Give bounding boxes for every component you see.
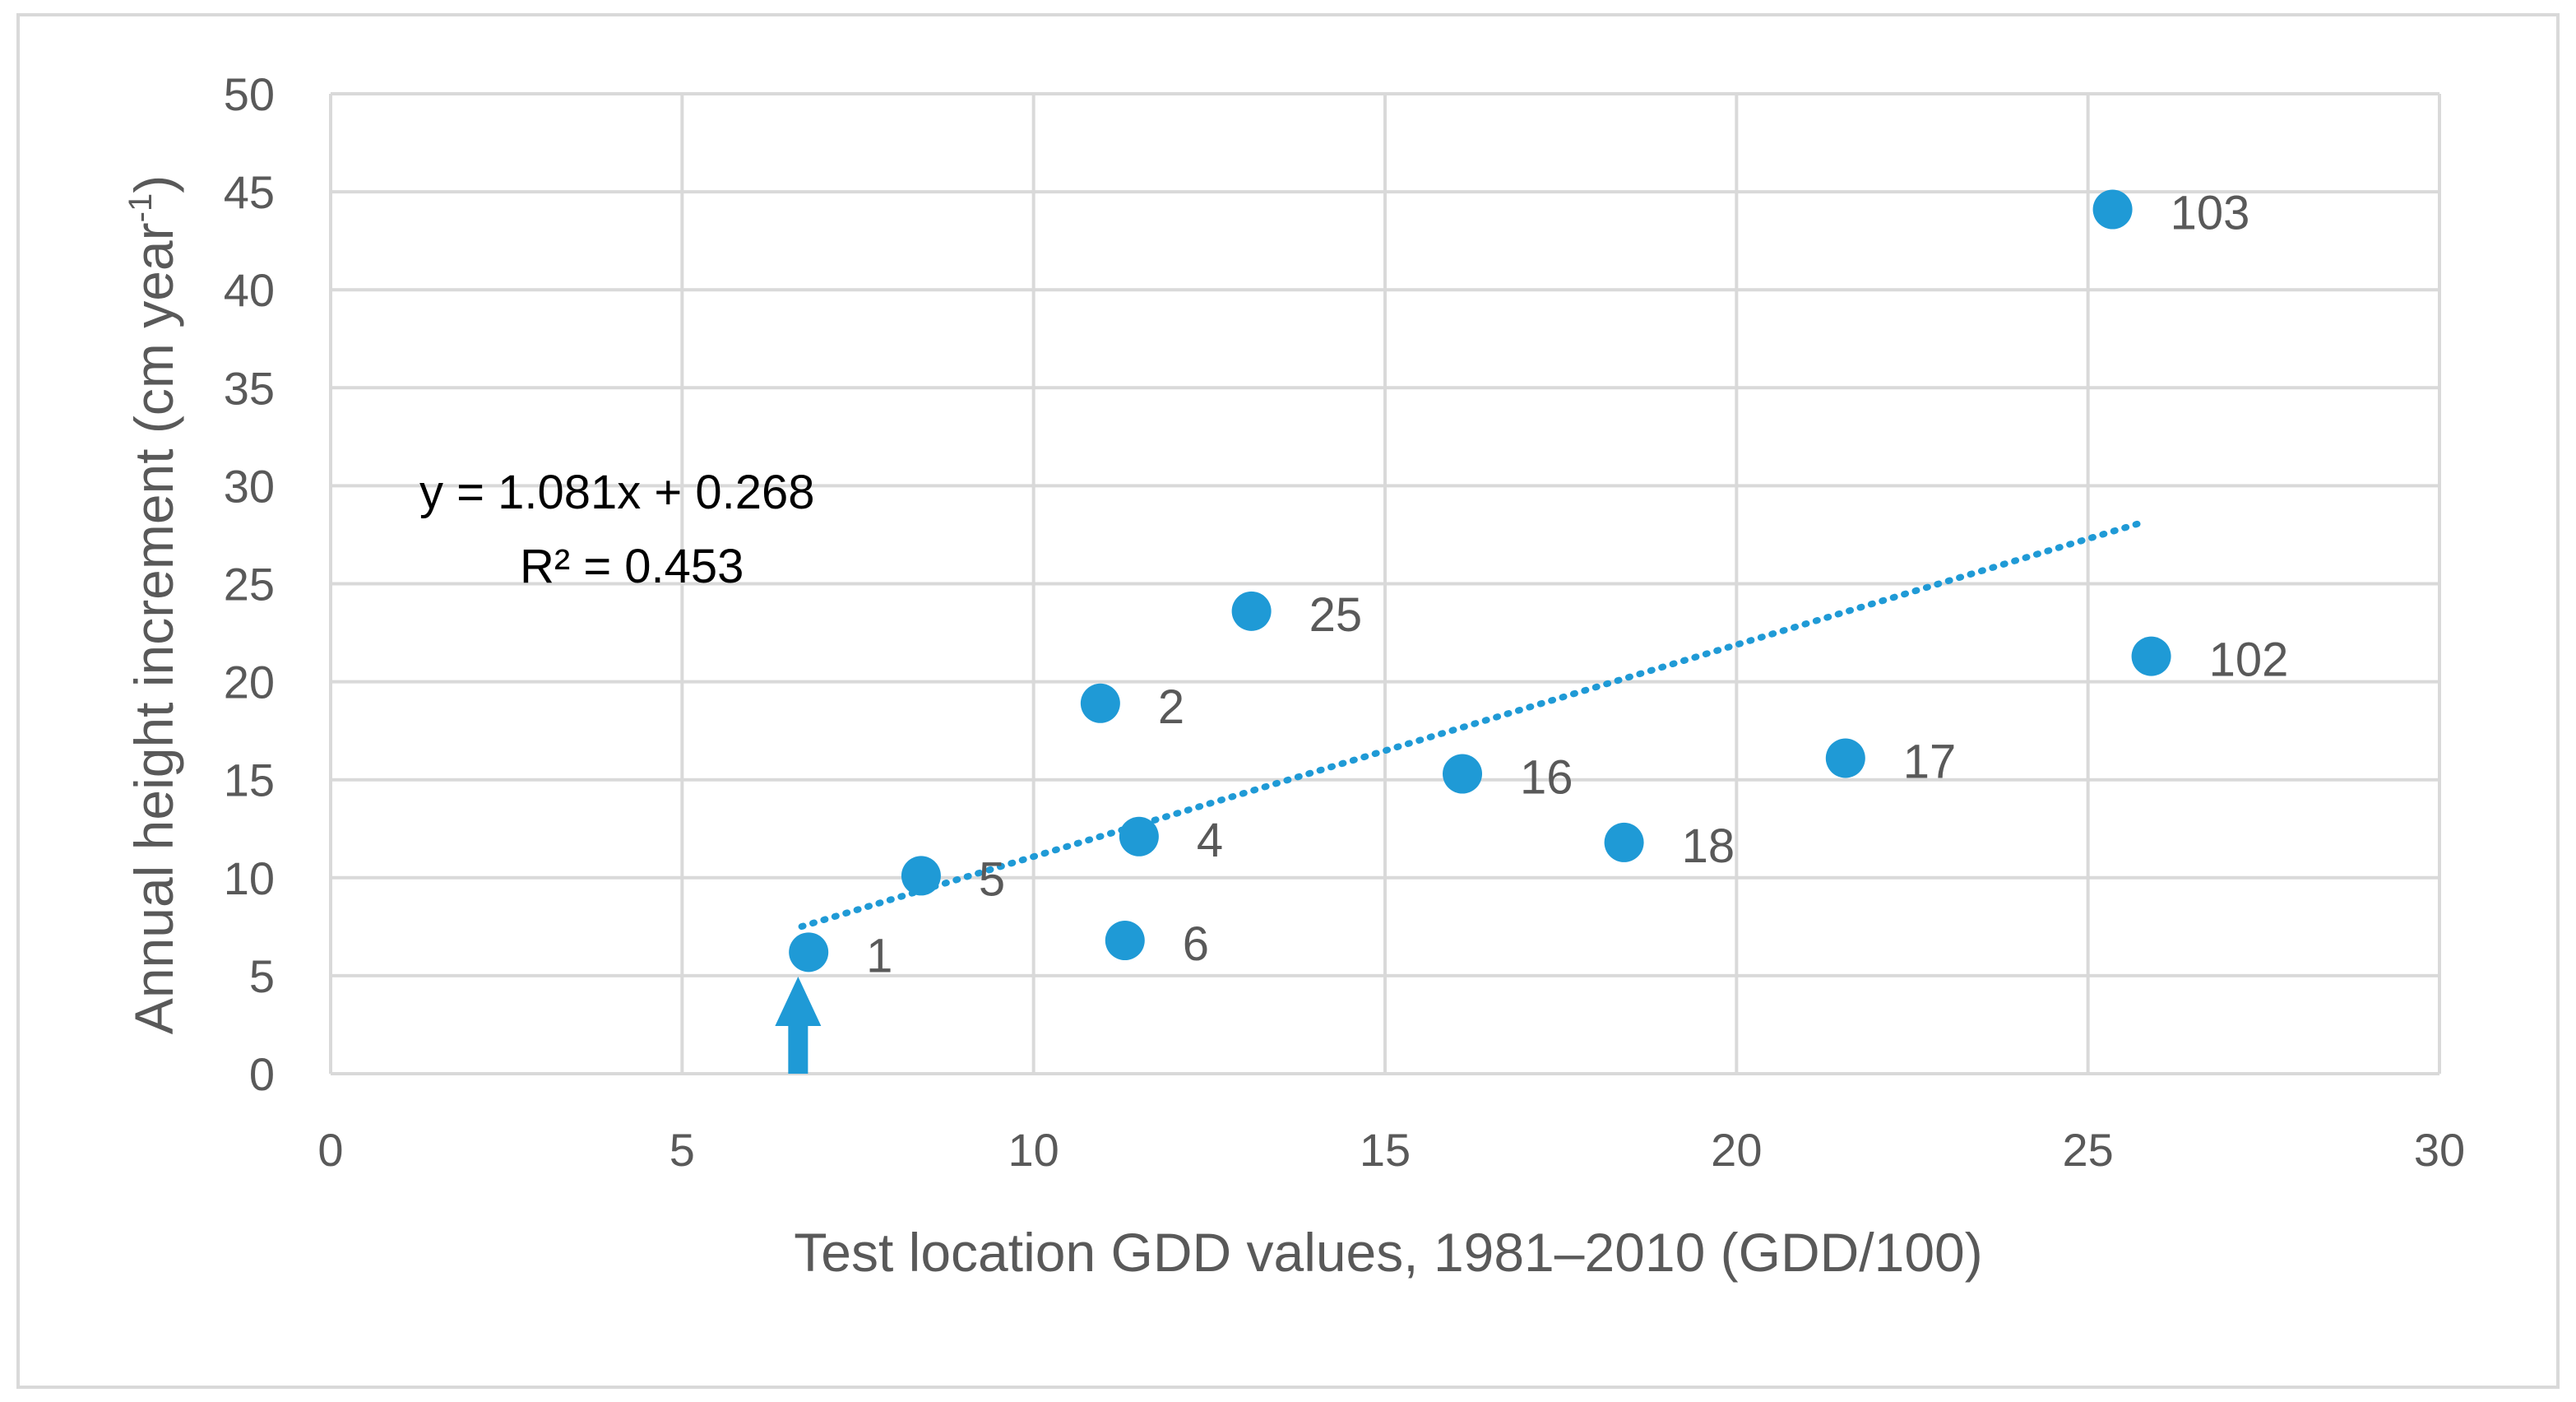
point-label-102: 102 <box>2209 634 2289 687</box>
y-tick-label-45: 45 <box>224 166 275 218</box>
point-label-1: 1 <box>866 929 892 982</box>
point-label-6: 6 <box>1183 917 1209 971</box>
data-point-5 <box>901 856 941 896</box>
data-point-2 <box>1080 683 1120 723</box>
y-tick-label-40: 40 <box>224 264 275 316</box>
point-label-4: 4 <box>1197 814 1223 867</box>
x-tick-label-15: 15 <box>1360 1124 1411 1176</box>
point-label-2: 2 <box>1158 680 1184 734</box>
data-point-17 <box>1825 738 1865 778</box>
chart-border <box>16 13 2560 1389</box>
data-point-1 <box>789 932 829 973</box>
data-point-16 <box>1443 754 1483 794</box>
data-point-4 <box>1119 816 1159 857</box>
data-points: 1 5 2 4 6 25 16 18 17 103 102 <box>789 187 2289 982</box>
point-label-25: 25 <box>1309 588 1363 642</box>
x-tick-label-0: 0 <box>317 1124 343 1176</box>
y-tick-label-10: 10 <box>224 852 275 904</box>
trendline-group <box>798 520 2141 931</box>
y-axis-title-main: Annual height increment (cm year <box>123 222 184 1034</box>
point-label-103: 103 <box>2171 187 2250 240</box>
y-tick-label-25: 25 <box>224 559 275 610</box>
data-point-25 <box>1231 591 1272 631</box>
x-tick-label-5: 5 <box>669 1124 695 1176</box>
trendline-equation: y = 1.081x + 0.268 <box>419 466 814 519</box>
y-tick-label-0: 0 <box>249 1048 275 1100</box>
trendline <box>798 520 2141 931</box>
data-point-18 <box>1604 822 1644 862</box>
x-tick-label-25: 25 <box>2063 1124 2114 1176</box>
point-label-16: 16 <box>1520 751 1573 805</box>
x-tick-label-20: 20 <box>1711 1124 1762 1176</box>
arrow-head <box>775 977 822 1026</box>
y-axis-title-sup: -1 <box>123 193 159 223</box>
point-label-18: 18 <box>1682 819 1735 873</box>
y-tick-label-30: 30 <box>224 460 275 512</box>
y-tick-label-35: 35 <box>224 362 275 414</box>
x-tick-label-10: 10 <box>1008 1124 1059 1176</box>
arrow-group <box>775 977 822 1074</box>
y-tick-label-5: 5 <box>249 950 275 1002</box>
point-label-17: 17 <box>1903 735 1957 788</box>
y-tick-label-15: 15 <box>224 754 275 806</box>
data-point-6 <box>1105 921 1145 961</box>
x-axis-title: Test location GDD values, 1981–2010 (GDD… <box>794 1222 1982 1283</box>
grid <box>329 92 2441 1075</box>
x-tick-label-30: 30 <box>2414 1124 2465 1176</box>
arrow-shaft <box>788 1024 808 1074</box>
y-axis-title-close: ) <box>123 175 184 193</box>
data-point-103 <box>2092 189 2133 230</box>
data-point-102 <box>2131 636 2171 676</box>
point-label-5: 5 <box>979 852 1005 906</box>
y-tick-label-50: 50 <box>224 68 275 120</box>
y-tick-label-20: 20 <box>224 657 275 708</box>
y-axis-title: Annual height increment (cm year-1) <box>123 175 184 1034</box>
trendline-r-squared: R² = 0.453 <box>520 540 744 593</box>
